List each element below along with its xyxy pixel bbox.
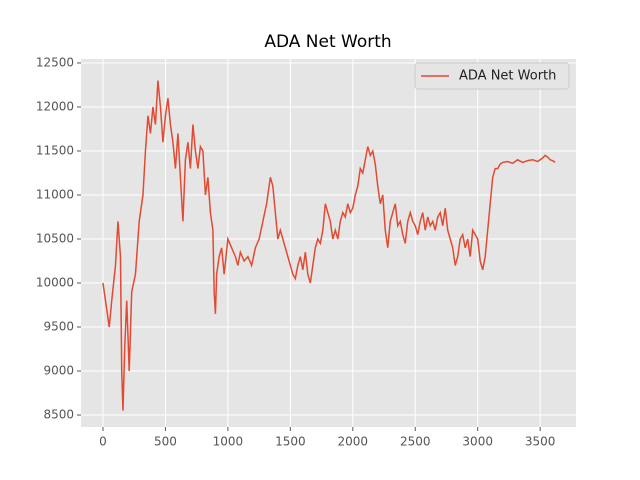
x-tick-label: 2500 bbox=[400, 435, 431, 449]
y-tick-label: 10000 bbox=[36, 276, 74, 290]
y-tick-label: 8500 bbox=[43, 408, 74, 422]
y-tick-label: 11000 bbox=[36, 187, 74, 201]
y-tick-label: 12000 bbox=[36, 99, 74, 113]
plot-area bbox=[81, 59, 576, 427]
x-tick-label: 2000 bbox=[338, 435, 369, 449]
x-tick-label: 500 bbox=[154, 435, 177, 449]
x-tick-label: 1000 bbox=[213, 435, 244, 449]
legend-box bbox=[414, 62, 570, 90]
x-tick-label: 0 bbox=[99, 435, 107, 449]
y-tick-label: 11500 bbox=[36, 143, 74, 157]
y-tick-label: 12500 bbox=[36, 55, 74, 69]
data-line bbox=[102, 80, 556, 411]
y-tick-label: 9000 bbox=[43, 364, 74, 378]
legend-label: ADA Net Worth bbox=[459, 69, 556, 84]
chart-title: ADA Net Worth bbox=[264, 32, 391, 52]
x-tick-label: 3500 bbox=[525, 435, 556, 449]
x-tick-label: 3000 bbox=[462, 435, 493, 449]
x-tick-label: 1500 bbox=[275, 435, 306, 449]
y-tick-label: 9500 bbox=[43, 320, 74, 334]
y-tick-label: 10500 bbox=[36, 231, 74, 245]
